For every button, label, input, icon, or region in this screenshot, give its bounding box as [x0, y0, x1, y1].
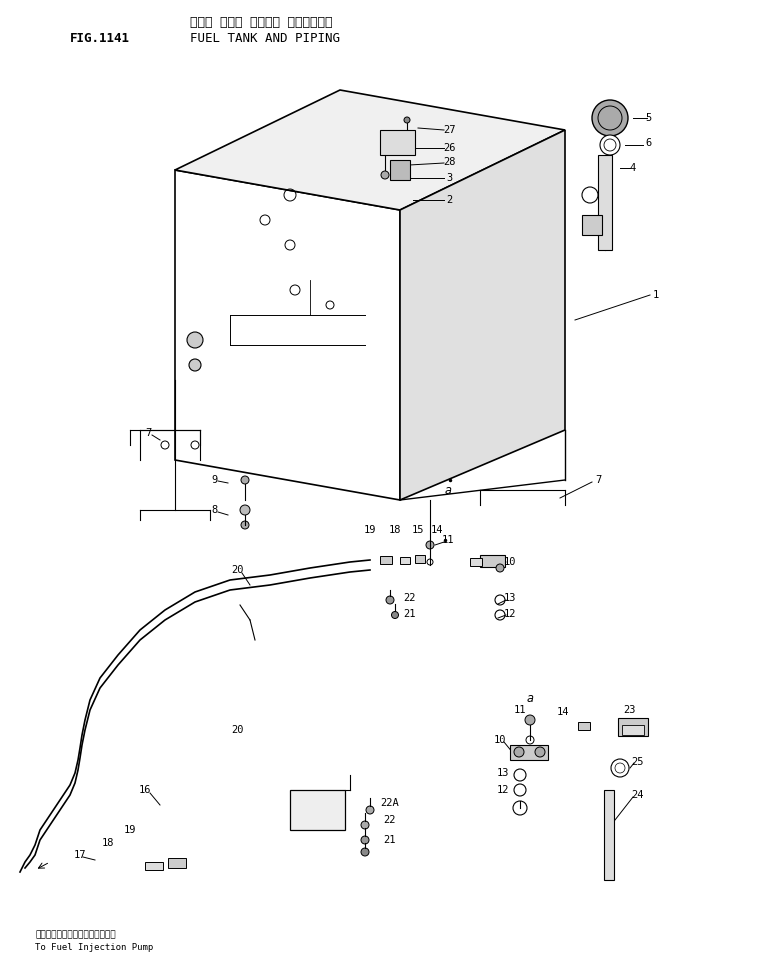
- Bar: [400, 557, 410, 564]
- Text: 18: 18: [389, 525, 402, 535]
- Bar: [470, 558, 482, 566]
- Circle shape: [600, 135, 620, 155]
- Circle shape: [535, 747, 545, 757]
- Text: 19: 19: [363, 525, 376, 535]
- Text: 25: 25: [632, 757, 644, 767]
- Circle shape: [496, 564, 504, 572]
- Text: 15: 15: [411, 525, 424, 535]
- Circle shape: [381, 171, 389, 179]
- Text: 10: 10: [494, 735, 506, 745]
- Bar: [390, 160, 410, 180]
- Circle shape: [240, 505, 250, 515]
- Circle shape: [404, 117, 410, 123]
- Circle shape: [582, 187, 598, 203]
- Text: 9: 9: [212, 475, 218, 485]
- Circle shape: [386, 596, 394, 604]
- Text: 10: 10: [504, 557, 516, 567]
- Text: 14: 14: [431, 525, 443, 535]
- Text: 8: 8: [212, 505, 218, 515]
- Polygon shape: [175, 90, 565, 210]
- Text: 2: 2: [446, 195, 452, 205]
- Bar: [604, 790, 614, 880]
- Text: 12: 12: [497, 785, 509, 795]
- Circle shape: [426, 541, 434, 549]
- Text: To Fuel Injection Pump: To Fuel Injection Pump: [35, 944, 153, 953]
- Circle shape: [187, 332, 203, 348]
- Text: 12: 12: [504, 609, 516, 619]
- Text: 22: 22: [404, 593, 416, 603]
- Text: 3: 3: [446, 173, 452, 183]
- Text: 22A: 22A: [381, 798, 399, 808]
- Text: 5: 5: [645, 113, 651, 123]
- Bar: [380, 130, 415, 155]
- Text: FUEL TANK AND PIPING: FUEL TANK AND PIPING: [190, 31, 340, 45]
- Text: 6: 6: [645, 138, 651, 148]
- Bar: [168, 858, 186, 868]
- Text: フェル タンク オヨビー パイピングー: フェル タンク オヨビー パイピングー: [190, 16, 332, 28]
- Circle shape: [241, 521, 249, 529]
- Text: a: a: [527, 692, 533, 704]
- Circle shape: [241, 476, 249, 484]
- Bar: [510, 745, 548, 760]
- Circle shape: [361, 848, 369, 856]
- Polygon shape: [400, 130, 565, 500]
- Circle shape: [366, 806, 374, 814]
- Text: 21: 21: [404, 609, 416, 619]
- Text: 23: 23: [624, 705, 636, 715]
- Bar: [480, 555, 505, 567]
- Text: 27: 27: [443, 125, 455, 135]
- Text: 28: 28: [443, 157, 455, 167]
- Text: 17: 17: [74, 850, 86, 860]
- Text: 4: 4: [630, 163, 636, 173]
- Text: 7: 7: [595, 475, 601, 485]
- Bar: [582, 215, 602, 235]
- Text: 14: 14: [557, 707, 569, 717]
- Circle shape: [361, 821, 369, 829]
- Bar: [145, 862, 163, 870]
- Bar: [290, 790, 345, 830]
- Bar: [598, 155, 612, 250]
- Text: 26: 26: [443, 143, 455, 153]
- Circle shape: [392, 611, 399, 619]
- Text: 21: 21: [384, 835, 396, 845]
- Circle shape: [592, 100, 628, 136]
- Text: a: a: [444, 484, 452, 496]
- Text: 1: 1: [653, 290, 659, 300]
- Bar: [578, 722, 590, 730]
- Circle shape: [525, 715, 535, 725]
- Circle shape: [361, 836, 369, 844]
- Text: 11: 11: [514, 705, 527, 715]
- Text: 18: 18: [102, 838, 114, 848]
- Text: 20: 20: [232, 565, 245, 575]
- Text: フェルインジェクションポンプへ: フェルインジェクションポンプへ: [35, 930, 116, 940]
- Circle shape: [514, 747, 524, 757]
- Text: 11: 11: [442, 535, 454, 545]
- Text: 16: 16: [139, 785, 151, 795]
- Bar: [415, 555, 425, 563]
- Text: 13: 13: [497, 768, 509, 778]
- Bar: [618, 718, 648, 736]
- Bar: [622, 725, 644, 735]
- Text: 24: 24: [632, 790, 644, 800]
- Text: FIG.1141: FIG.1141: [70, 31, 130, 45]
- Bar: [380, 556, 392, 564]
- Text: 7: 7: [145, 428, 151, 438]
- Circle shape: [189, 359, 201, 371]
- Text: 20: 20: [232, 725, 245, 735]
- Text: 19: 19: [123, 825, 136, 835]
- Text: 13: 13: [504, 593, 516, 603]
- Polygon shape: [175, 170, 400, 500]
- Text: 22: 22: [384, 815, 396, 825]
